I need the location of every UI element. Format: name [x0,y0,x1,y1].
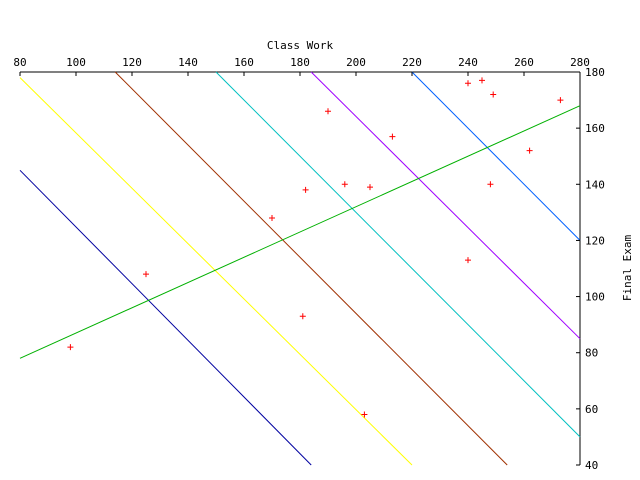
y-tick-label: 100 [585,291,605,304]
x-tick-label: 200 [346,56,366,69]
y-axis-title: Final Exam [621,235,634,302]
data-point [67,344,74,351]
y-tick-label: 80 [585,347,598,360]
x-tick-label: 80 [13,56,26,69]
data-points [67,77,564,418]
series-lines [19,71,581,466]
y-tick-label: 40 [585,459,598,472]
x-tick-label: 240 [458,56,478,69]
y-axis: 40 60 80 100 120 140 160 180 [576,66,605,472]
data-point [302,186,309,193]
series-line-2 [19,77,413,466]
series-line-6 [411,71,581,241]
series-line-1 [19,169,312,466]
x-tick-label: 160 [234,56,254,69]
series-line-4 [215,71,581,438]
data-point [490,91,497,98]
y-tick-label: 120 [585,234,605,247]
series-line-5 [310,71,581,340]
plot-frame [20,71,581,465]
x-tick-label: 140 [178,56,198,69]
x-tick-label: 120 [122,56,142,69]
x-axis: 80 100 120 140 160 180 200 220 240 260 280 [13,56,590,76]
data-point [299,313,306,320]
data-point [465,257,471,264]
data-point [479,77,485,84]
data-point [487,181,494,188]
y-tick-label: 180 [585,66,605,79]
data-point [325,108,331,115]
x-tick-label: 180 [290,56,310,69]
data-point [367,184,373,191]
data-point [389,133,396,140]
data-point [143,271,149,278]
series-line-3 [114,71,508,466]
x-tick-label: 280 [570,56,590,69]
series-line-7 [19,105,581,359]
data-point [526,147,533,154]
y-tick-label: 160 [585,122,605,135]
data-point [557,97,564,104]
x-axis-title: Class Work [267,39,334,52]
y-tick-label: 60 [585,403,598,416]
y-tick-label: 140 [585,178,605,191]
x-tick-label: 220 [402,56,422,69]
data-point [341,181,348,188]
data-point [465,80,471,87]
x-tick-label: 260 [514,56,534,69]
x-tick-label: 100 [66,56,86,69]
data-point [361,411,368,418]
data-point [269,214,275,221]
